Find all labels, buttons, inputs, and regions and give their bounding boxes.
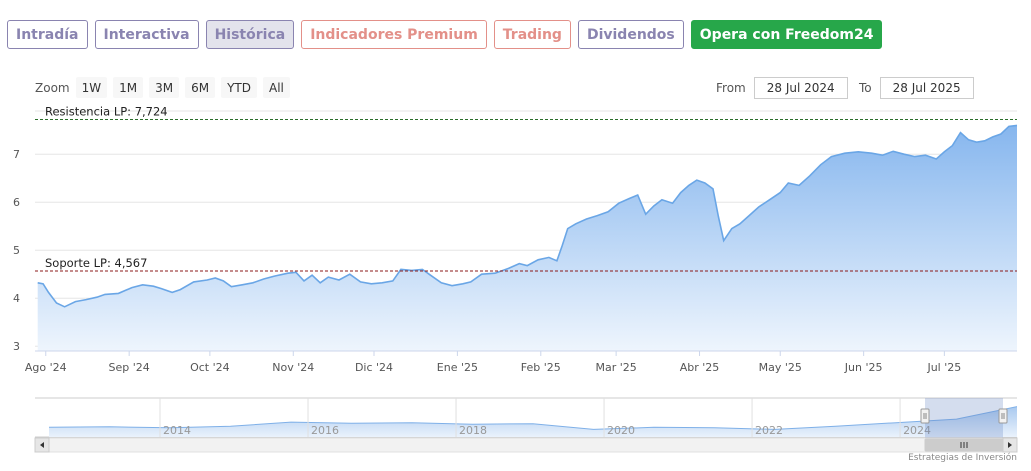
y-tick-label: 5 xyxy=(13,244,20,257)
tab-dividendos[interactable]: Dividendos xyxy=(577,20,684,49)
x-tick-label: Ene '25 xyxy=(437,361,478,374)
x-tick-label: Jul '25 xyxy=(926,361,961,374)
zoom-bar: Zoom 1W 1M 3M 6M YTD All xyxy=(35,77,296,98)
scrollbar-track[interactable] xyxy=(34,437,1018,453)
to-date-input[interactable]: 28 Jul 2025 xyxy=(879,77,974,99)
x-tick-label: Oct '24 xyxy=(190,361,230,374)
y-tick-label: 6 xyxy=(13,196,20,209)
x-tick-label: Dic '24 xyxy=(355,361,393,374)
x-tick-label: Sep '24 xyxy=(109,361,150,374)
series-area xyxy=(37,125,1017,352)
tab-interactiva[interactable]: Interactiva xyxy=(94,20,199,49)
from-date-input[interactable]: 28 Jul 2024 xyxy=(753,77,848,99)
x-tick-label: May '25 xyxy=(759,361,802,374)
chart-credit: Estrategias de Inversión xyxy=(908,453,1017,463)
arrow-left-icon xyxy=(40,442,44,448)
tab-opera-con-freedom24[interactable]: Opera con Freedom24 xyxy=(690,20,883,49)
x-tick-label: Feb '25 xyxy=(521,361,561,374)
zoom-button-ytd[interactable]: YTD xyxy=(221,77,257,98)
tab-trading[interactable]: Trading xyxy=(493,20,571,49)
x-tick-label: Jun '25 xyxy=(844,361,883,374)
tab-indicadores-premium[interactable]: Indicadores Premium xyxy=(301,20,487,49)
zoom-button-3m[interactable]: 3M xyxy=(149,77,180,98)
navigator-tick-label: 2014 xyxy=(163,424,191,437)
navigator-handle-left[interactable] xyxy=(920,408,930,424)
to-label: To xyxy=(859,81,872,95)
navigator-tick-label: 2024 xyxy=(903,424,931,437)
y-tick-label: 3 xyxy=(13,340,20,353)
zoom-label: Zoom xyxy=(35,80,70,95)
from-label: From xyxy=(716,81,746,95)
navigator-tick-label: 2022 xyxy=(755,424,783,437)
x-tick-label: Abr '25 xyxy=(680,361,720,374)
navigator-line xyxy=(48,406,1018,430)
tab-hist-rica[interactable]: Histórica xyxy=(205,20,295,49)
x-tick-label: Ago '24 xyxy=(25,361,67,374)
x-tick-label: Mar '25 xyxy=(595,361,636,374)
zoom-button-6m[interactable]: 6M xyxy=(185,77,216,98)
y-tick-label: 4 xyxy=(13,292,20,305)
zoom-button-all[interactable]: All xyxy=(263,77,290,98)
support-label: Soporte LP: 4,567 xyxy=(45,256,147,270)
navigator-area xyxy=(49,406,1017,437)
tab-intrad-a[interactable]: Intradía xyxy=(7,20,88,49)
date-from: From 28 Jul 2024 xyxy=(716,77,848,99)
navigator-handle-right[interactable] xyxy=(998,408,1008,424)
resistance-label: Resistencia LP: 7,724 xyxy=(45,104,168,118)
y-tick-label: 7 xyxy=(13,148,20,161)
arrow-right-icon xyxy=(1008,442,1012,448)
navigator-tick-label: 2018 xyxy=(459,424,487,437)
x-tick-label: Nov '24 xyxy=(272,361,314,374)
navigator-tick-label: 2016 xyxy=(311,424,339,437)
zoom-button-1w[interactable]: 1W xyxy=(75,77,108,98)
zoom-button-1m[interactable]: 1M xyxy=(113,77,144,98)
handle-body[interactable] xyxy=(998,408,1008,424)
navigator-tick-label: 2020 xyxy=(607,424,635,437)
handle-body[interactable] xyxy=(920,408,930,424)
date-to: To 28 Jul 2025 xyxy=(859,77,974,99)
chart-tabs: Intradía Interactiva Histórica Indicadores … xyxy=(7,20,883,49)
series-line xyxy=(37,124,1018,308)
